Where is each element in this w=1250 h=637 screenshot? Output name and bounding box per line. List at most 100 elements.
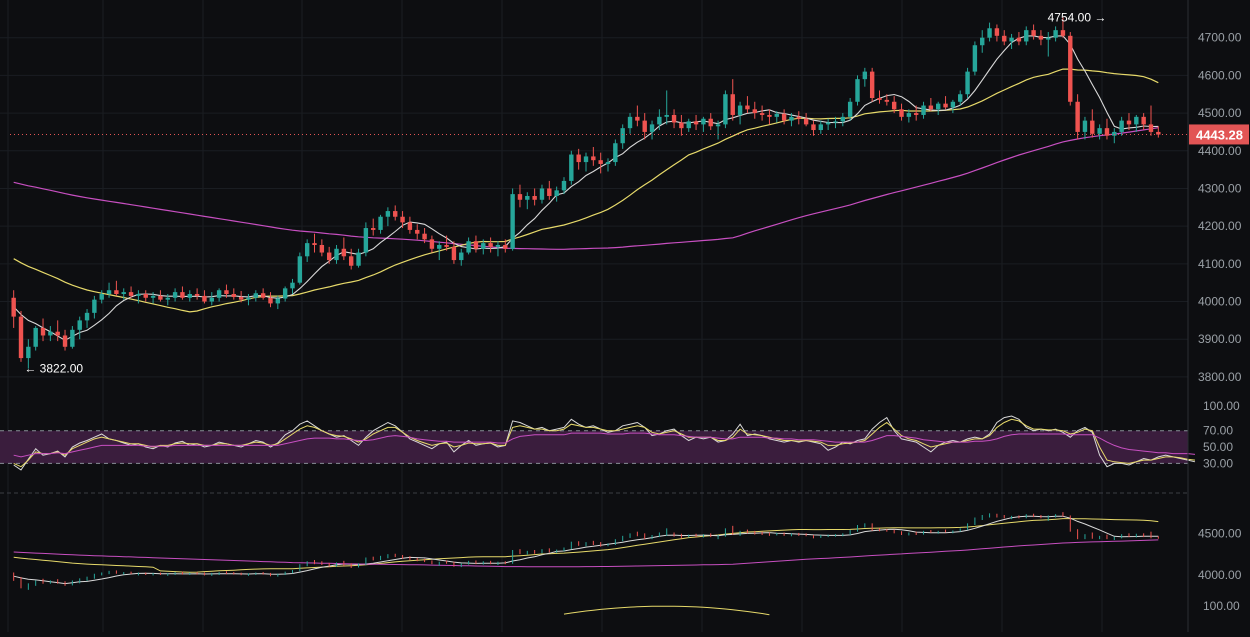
candle — [547, 180, 552, 200]
candle — [965, 67, 970, 98]
candle — [172, 288, 178, 302]
candle-body — [547, 188, 552, 196]
candle — [11, 290, 16, 328]
candle — [1075, 94, 1080, 140]
candle-body — [1119, 120, 1124, 132]
candle-body — [635, 116, 640, 121]
candle — [488, 237, 493, 253]
candle — [774, 111, 779, 123]
candle-body — [1075, 101, 1080, 132]
candle — [576, 148, 581, 170]
candle — [1112, 128, 1117, 144]
candle-body — [26, 346, 31, 359]
candle-body — [202, 295, 207, 302]
candle — [99, 290, 104, 304]
overview-tick-label: 4000.00 — [1198, 568, 1242, 582]
candle — [429, 235, 435, 253]
candle-body — [877, 98, 882, 100]
candle-body — [143, 294, 148, 298]
candle-body — [701, 118, 706, 125]
candle-body — [503, 245, 508, 249]
ma-long-line — [13, 127, 1159, 250]
candle-body — [495, 245, 501, 247]
candle — [877, 90, 882, 104]
candle — [356, 248, 361, 268]
candle-body — [304, 243, 310, 257]
candle-body — [187, 294, 192, 298]
candle — [642, 113, 647, 140]
candle — [180, 286, 185, 300]
price-axis[interactable]: 4700.00 4600.00 4500.00 4400.00 4300.00 4200.… — [1187, 0, 1242, 632]
candle-body — [128, 292, 134, 296]
candle — [510, 188, 515, 251]
candle-body — [1031, 30, 1036, 36]
candle-body — [297, 256, 303, 283]
candle — [216, 288, 222, 302]
candle — [1119, 116, 1124, 136]
candle-body — [943, 103, 948, 108]
candle-body — [649, 124, 655, 132]
candle — [1156, 126, 1161, 138]
candle-body — [884, 99, 890, 102]
candle-body — [70, 329, 75, 347]
grid — [0, 0, 1188, 632]
candle — [106, 282, 112, 298]
candle — [583, 152, 589, 172]
candle — [231, 288, 236, 300]
candle — [869, 67, 875, 102]
candle-body — [466, 241, 471, 253]
candle — [77, 316, 82, 340]
candle — [906, 109, 912, 123]
candle — [752, 101, 757, 119]
ma-mid-line — [13, 68, 1159, 313]
candle — [627, 113, 633, 134]
candle-body — [759, 113, 765, 115]
candle — [407, 216, 413, 234]
candle — [921, 101, 926, 119]
candle — [569, 150, 574, 185]
candle — [1134, 114, 1139, 132]
candle — [745, 96, 750, 114]
bottom-arc — [563, 605, 770, 616]
candle-body — [825, 122, 831, 125]
overview-mid-band — [13, 515, 1159, 585]
candle-body — [936, 103, 941, 110]
candle — [1031, 24, 1036, 40]
candle-body — [334, 248, 339, 261]
candle-body — [488, 243, 493, 247]
candle — [451, 241, 457, 264]
candle — [400, 211, 405, 229]
candle-body — [1053, 30, 1058, 38]
candle-body — [312, 243, 317, 245]
candle-body — [33, 327, 38, 347]
candle — [862, 67, 868, 87]
candle-body — [818, 124, 824, 131]
overview-tick-label: 4500.00 — [1198, 526, 1242, 540]
candle — [1141, 113, 1146, 131]
price-tick-label: 3900.00 — [1198, 332, 1242, 346]
candle — [297, 252, 303, 285]
candle-body — [708, 118, 713, 127]
candle-body — [598, 160, 603, 164]
current-price-tag — [1189, 124, 1249, 145]
candle-body — [796, 116, 801, 119]
candle-body — [980, 37, 985, 46]
rsi-tick-label: 30.00 — [1203, 456, 1233, 470]
price-tick-label: 4500.00 — [1198, 106, 1242, 120]
candle-body — [591, 156, 596, 161]
candle-body — [869, 71, 875, 98]
candle-body — [928, 105, 934, 110]
candle — [209, 292, 214, 306]
candle-body — [517, 194, 523, 200]
price-tick-label: 4700.00 — [1198, 31, 1242, 45]
candle — [855, 75, 860, 106]
candle — [70, 326, 75, 349]
candle-body — [99, 294, 104, 300]
candle-body — [1002, 35, 1007, 42]
candle — [33, 326, 38, 351]
candle-body — [906, 113, 912, 117]
candle-body — [627, 116, 633, 129]
candle — [415, 224, 420, 240]
candle-body — [180, 292, 185, 298]
candle-body — [114, 290, 119, 294]
